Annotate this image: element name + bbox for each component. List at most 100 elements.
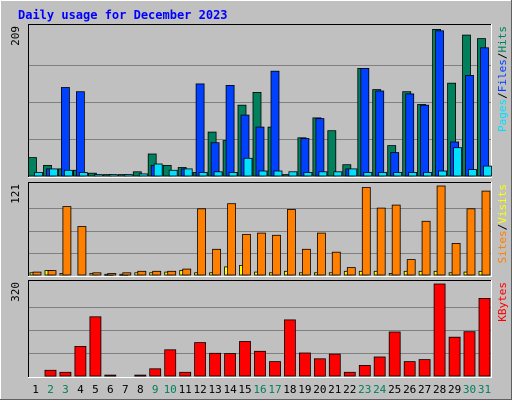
x-tick-label: 21 (328, 383, 341, 396)
bar-kbytes-day-29 (448, 336, 461, 377)
legend-separator: / (496, 224, 509, 231)
bar-kbytes-day-31 (478, 297, 491, 377)
legend-visits: Visits (496, 184, 509, 224)
x-tick-label: 9 (152, 383, 159, 396)
bar-kbytes-day-5 (89, 316, 102, 377)
x-tick-label: 25 (388, 383, 401, 396)
x-tick-label: 23 (358, 383, 371, 396)
bar-files-day-17 (270, 70, 280, 177)
x-tick-label: 12 (193, 383, 206, 396)
bar-kbytes-day-22 (343, 371, 356, 377)
bar-files-day-27 (420, 104, 430, 177)
bar-pages-day-9 (153, 163, 163, 177)
y-max-label: 121 (9, 184, 22, 204)
bar-files-day-30 (465, 75, 474, 177)
bar-kbytes-day-24 (373, 356, 386, 377)
legend-kbytes: KBytes (496, 282, 509, 322)
bar-pages-day-27 (423, 172, 433, 177)
bar-files-day-28 (435, 30, 445, 177)
bar-pages-day-10 (168, 169, 178, 177)
bar-kbytes-day-16 (254, 350, 266, 377)
x-tick-label: 27 (418, 383, 431, 396)
bar-pages-day-12 (198, 172, 208, 177)
bar-pages-day-4 (79, 172, 88, 177)
bar-kbytes-day-8 (134, 374, 147, 377)
bar-kbytes-day-18 (283, 319, 296, 377)
bar-sites-day-29 (451, 242, 461, 276)
bar-sites-day-21 (331, 251, 341, 276)
y-max-label: 320 (9, 282, 22, 302)
bar-sites-day-15 (242, 234, 251, 276)
bar-files-day-13 (210, 142, 220, 177)
bar-pages-day-21 (333, 171, 343, 177)
bar-pages-day-5 (94, 174, 103, 177)
legend-sites: Sites (496, 230, 509, 263)
x-tick-label: 16 (253, 383, 266, 396)
bar-sites-day-2 (47, 270, 57, 276)
x-tick-label: 8 (137, 383, 144, 396)
bar-files-day-31 (480, 47, 489, 177)
legend-separator: / (496, 92, 509, 99)
bar-sites-day-20 (316, 232, 326, 276)
series-kbytes (44, 283, 491, 377)
chart-title: Daily usage for December 2023 (18, 8, 228, 22)
bar-kbytes-day-23 (358, 364, 371, 377)
bar-files-day-12 (195, 83, 205, 177)
bar-sites-day-16 (257, 232, 266, 276)
x-tick-label: 7 (122, 383, 129, 396)
bar-sites-day-8 (137, 270, 147, 276)
x-tick-label: 26 (403, 383, 416, 396)
bar-pages-day-19 (303, 172, 313, 177)
bar-sites-day-24 (376, 207, 386, 276)
bar-files-day-14 (225, 85, 235, 177)
legend-hits: Hits (496, 26, 509, 53)
x-tick-label: 10 (164, 383, 177, 396)
x-tick-label: 5 (92, 383, 99, 396)
bar-sites-day-11 (182, 268, 192, 276)
bar-pages-day-31 (483, 165, 492, 177)
y-legend-label: KBytes (496, 282, 509, 322)
bar-pages-day-28 (438, 170, 448, 177)
bar-kbytes-day-17 (269, 361, 281, 377)
x-axis-day-labels: 1 2 3 4 5 6 7 8 9 10 11 12 13 14 15 16 17 18 19 20 21 22 23 24 2… (32, 383, 491, 396)
bar-sites-day-17 (272, 234, 281, 276)
bar-pages-day-18 (288, 171, 298, 177)
x-tick-label: 20 (313, 383, 326, 396)
x-tick-label: 4 (77, 383, 84, 396)
bar-pages-day-3 (64, 169, 73, 177)
panel-sites-visits: 121 Sites/Visits (9, 182, 509, 277)
bar-files-day-23 (360, 68, 370, 177)
bar-sites-day-30 (466, 208, 476, 276)
bar-kbytes-day-6 (104, 374, 117, 377)
bar-sites-day-18 (286, 209, 296, 276)
bar-pages-day-22 (348, 168, 358, 177)
x-tick-label: 19 (298, 383, 311, 396)
bar-sites-day-26 (406, 259, 416, 276)
bar-kbytes-day-27 (418, 359, 431, 377)
bar-pages-day-7 (123, 174, 133, 177)
bar-sites-day-12 (197, 208, 207, 276)
bar-files-day-20 (315, 118, 325, 177)
legend-separator: / (496, 53, 509, 60)
legend-files: Files (496, 59, 509, 92)
bar-pages-day-17 (273, 170, 283, 177)
series-sites (32, 185, 491, 276)
bar-pages-day-13 (213, 171, 223, 177)
x-tick-label: 15 (238, 383, 251, 396)
bar-kbytes-day-2 (44, 369, 57, 377)
bar-sites-day-14 (227, 203, 237, 276)
bar-pages-day-29 (453, 147, 463, 177)
bar-pages-day-30 (468, 169, 477, 177)
bar-sites-day-13 (212, 248, 222, 276)
x-tick-label: 28 (433, 383, 446, 396)
bar-sites-day-10 (167, 270, 177, 276)
bar-sites-day-23 (361, 187, 371, 276)
bar-sites-day-5 (92, 272, 102, 276)
bar-pages-day-25 (393, 172, 403, 177)
bar-sites-day-6 (107, 273, 117, 276)
bar-pages-day-20 (318, 171, 328, 177)
x-tick-label: 17 (268, 383, 281, 396)
